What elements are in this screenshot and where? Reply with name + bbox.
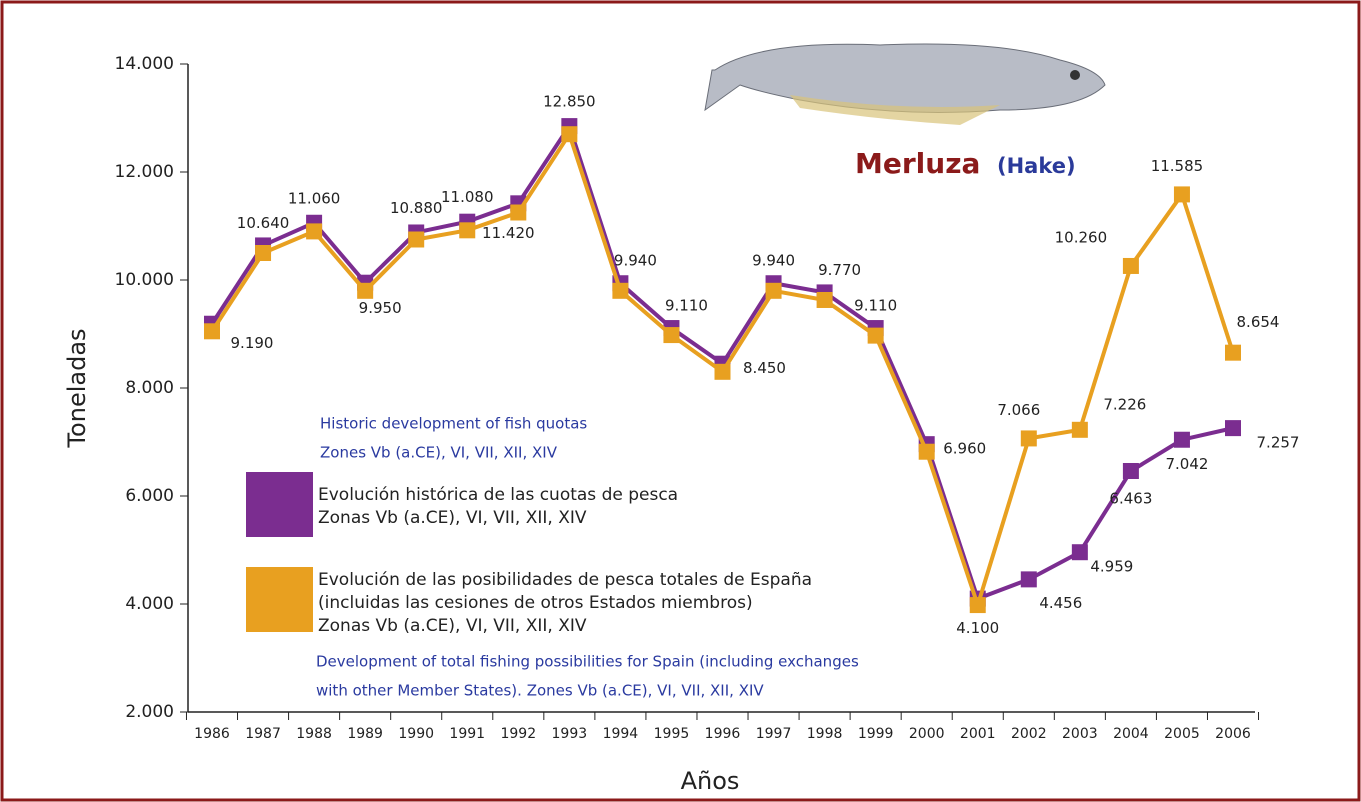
data-label: 11.420 xyxy=(482,224,535,242)
x-tick-label: 2004 xyxy=(1113,726,1149,742)
data-label: 11.080 xyxy=(441,188,494,206)
annotation: Historic development of fish quotas xyxy=(320,415,587,433)
x-tick-label: 2001 xyxy=(960,726,996,742)
data-label: 4.959 xyxy=(1090,558,1133,576)
marker xyxy=(1225,420,1241,436)
x-tick-label: 2005 xyxy=(1164,726,1200,742)
marker xyxy=(1072,544,1088,560)
x-tick-label: 1988 xyxy=(296,726,332,742)
fish-illustration xyxy=(705,44,1105,125)
data-label: 6.463 xyxy=(1109,489,1152,507)
x-tick-label: 1998 xyxy=(807,726,843,742)
marker xyxy=(1123,258,1139,274)
data-label: 9.110 xyxy=(854,297,897,315)
x-tick-label: 1993 xyxy=(552,726,588,742)
y-tick-label: 12.000 xyxy=(115,162,174,182)
chart-title: Merluza xyxy=(855,147,980,180)
y-tick-label: 14.000 xyxy=(115,54,174,74)
data-label: 7.226 xyxy=(1103,395,1146,413)
data-label: 7.257 xyxy=(1257,434,1300,452)
marker xyxy=(663,327,679,343)
marker xyxy=(1021,571,1037,587)
marker xyxy=(1072,422,1088,438)
x-tick-label: 1996 xyxy=(705,726,741,742)
data-label: 11.585 xyxy=(1151,157,1204,175)
marker xyxy=(1021,430,1037,446)
marker xyxy=(357,283,373,299)
x-tick-label: 2003 xyxy=(1062,726,1098,742)
chart-subtitle: (Hake) xyxy=(997,154,1076,178)
x-tick-label: 1992 xyxy=(500,726,536,742)
x-tick-label: 1986 xyxy=(194,726,230,742)
data-label: 7.066 xyxy=(997,401,1040,419)
legend-label: Evolución histórica de las cuotas de pes… xyxy=(318,485,678,528)
marker xyxy=(204,323,220,339)
data-label: 12.850 xyxy=(543,93,596,111)
marker xyxy=(919,444,935,460)
marker xyxy=(766,283,782,299)
data-label: 8.450 xyxy=(743,359,786,377)
marker xyxy=(255,245,271,261)
x-tick-label: 2002 xyxy=(1011,726,1047,742)
data-label: 10.880 xyxy=(390,199,443,217)
data-label: 11.060 xyxy=(288,189,341,207)
annotation: Development of total fishing possibiliti… xyxy=(316,653,859,671)
marker xyxy=(817,292,833,308)
x-tick-label: 1994 xyxy=(603,726,639,742)
legend-swatch xyxy=(246,567,313,632)
data-label: 7.042 xyxy=(1165,455,1208,473)
data-label: 9.950 xyxy=(359,299,402,317)
y-tick-label: 8.000 xyxy=(125,378,174,398)
y-tick-label: 10.000 xyxy=(115,270,174,290)
x-tick-label: 1999 xyxy=(858,726,894,742)
chart: Merluza (Hake) Años Toneladas 2.000 4.000… xyxy=(0,0,1361,802)
x-tick-label: 1987 xyxy=(245,726,281,742)
x-tick-label: 1991 xyxy=(449,726,485,742)
y-tick-label: 2.000 xyxy=(125,702,174,722)
data-label: 9.110 xyxy=(665,297,708,315)
data-label: 9.770 xyxy=(818,261,861,279)
legend-swatch xyxy=(246,472,313,537)
x-tick-label: 2000 xyxy=(909,726,945,742)
annotation: with other Member States). Zones Vb (a.C… xyxy=(316,682,764,700)
marker xyxy=(715,364,731,380)
annotation: Zones Vb (a.CE), VI, VII, XII, XIV xyxy=(320,444,558,462)
marker xyxy=(408,232,424,248)
x-tick-label: 1997 xyxy=(756,726,792,742)
marker xyxy=(970,597,986,613)
marker xyxy=(1174,432,1190,448)
x-tick-label: 1989 xyxy=(347,726,383,742)
data-label: 10.640 xyxy=(237,214,290,232)
data-label: 10.260 xyxy=(1055,228,1108,246)
data-label: 9.940 xyxy=(614,252,657,270)
data-label: 8.654 xyxy=(1237,313,1280,331)
data-label: 9.190 xyxy=(231,334,274,352)
x-tick-label: 2006 xyxy=(1215,726,1251,742)
marker xyxy=(1123,463,1139,479)
x-tick-label: 1990 xyxy=(398,726,434,742)
marker xyxy=(612,283,628,299)
marker xyxy=(868,328,884,344)
data-label: 6.960 xyxy=(943,440,986,458)
marker xyxy=(306,223,322,239)
y-tick-label: 6.000 xyxy=(125,486,174,506)
marker xyxy=(459,222,475,238)
frame xyxy=(2,2,1359,800)
marker xyxy=(1225,345,1241,361)
y-axis-title: Toneladas xyxy=(63,328,91,448)
x-tick-label: 1995 xyxy=(654,726,690,742)
marker xyxy=(510,205,526,221)
marker xyxy=(561,126,577,142)
data-label: 4.100 xyxy=(956,619,999,637)
data-label: 9.940 xyxy=(752,252,795,270)
marker xyxy=(1174,186,1190,202)
data-label: 4.456 xyxy=(1039,594,1082,612)
x-axis-title: Años xyxy=(681,767,740,795)
y-tick-label: 4.000 xyxy=(125,594,174,614)
legend-label: Evolución de las posibilidades de pesca … xyxy=(318,570,812,636)
